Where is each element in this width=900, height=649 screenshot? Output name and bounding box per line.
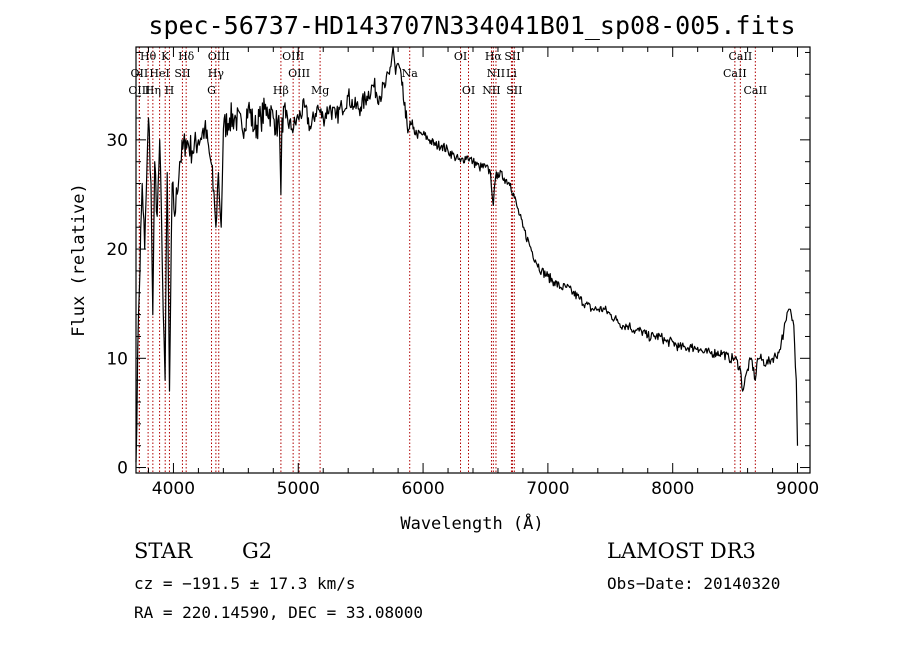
spectrum-line bbox=[135, 46, 799, 463]
line-label-3: OIII bbox=[208, 50, 230, 63]
chart-title: spec-56737-HD143707N334041B01_sp08-005.f… bbox=[148, 11, 795, 40]
line-label-4: OIII bbox=[282, 50, 304, 63]
y-tick-label-0: 0 bbox=[117, 459, 128, 479]
line-label-6: Hα bbox=[485, 50, 503, 63]
line-label-17: CaII bbox=[723, 67, 747, 80]
line-label-22: Hβ bbox=[273, 84, 289, 97]
x-tick-label-4: 8000 bbox=[651, 479, 694, 499]
line-label-26: SII bbox=[506, 84, 522, 97]
line-label-5: OI bbox=[454, 50, 467, 63]
y-axis-label: Flux (relative) bbox=[69, 183, 89, 337]
y-tick-label-2: 20 bbox=[106, 240, 128, 260]
observation-date: Obs−Date: 20140320 bbox=[607, 574, 780, 593]
x-axis-label: Wavelength (Å) bbox=[400, 512, 543, 534]
line-label-21: G bbox=[207, 84, 216, 97]
line-label-0: Hθ bbox=[140, 50, 157, 63]
line-label-1: K bbox=[161, 50, 170, 63]
y-tick-label-3: 30 bbox=[106, 131, 128, 151]
line-label-8: CaII bbox=[729, 50, 753, 63]
line-label-14: Na bbox=[402, 67, 419, 80]
x-tick-label-2: 6000 bbox=[401, 479, 444, 499]
line-label-24: OI bbox=[462, 84, 475, 97]
spectral-subclass: G2 bbox=[242, 539, 272, 563]
line-label-19: Hη bbox=[145, 84, 161, 97]
x-tick-label-0: 4000 bbox=[152, 479, 195, 499]
line-label-2: Hδ bbox=[178, 50, 195, 63]
line-label-18: OIII bbox=[128, 84, 150, 97]
x-tick-label-1: 5000 bbox=[277, 479, 320, 499]
x-tick-label-3: 7000 bbox=[526, 479, 569, 499]
line-label-13: OIII bbox=[288, 67, 310, 80]
line-label-20: H bbox=[165, 84, 175, 97]
axis-ticks: 4000 5000 6000 7000 8000 9000 0 10 20 30 bbox=[106, 47, 819, 499]
redshift-velocity: cz = −191.5 ± 17.3 km/s bbox=[134, 574, 356, 593]
line-label-16: Li bbox=[506, 67, 517, 80]
line-label-12: Hγ bbox=[208, 67, 225, 80]
line-label-10: HeI bbox=[149, 67, 169, 80]
line-label-9: OII bbox=[131, 67, 149, 80]
y-tick-label-1: 10 bbox=[106, 349, 128, 369]
line-label-11: SII bbox=[174, 67, 190, 80]
plot-frame bbox=[135, 46, 811, 474]
line-label-27: CaII bbox=[743, 84, 767, 97]
line-label-15: NII bbox=[487, 67, 505, 80]
x-tick-label-5: 9000 bbox=[776, 479, 819, 499]
line-label-25: NII bbox=[482, 84, 500, 97]
line-label-7: SII bbox=[504, 50, 520, 63]
line-label-23: Mg bbox=[311, 84, 329, 97]
coordinates: RA = 220.14590, DEC = 33.08000 bbox=[134, 603, 423, 622]
object-type: STAR bbox=[134, 539, 193, 563]
survey-name: LAMOST DR3 bbox=[607, 539, 756, 563]
